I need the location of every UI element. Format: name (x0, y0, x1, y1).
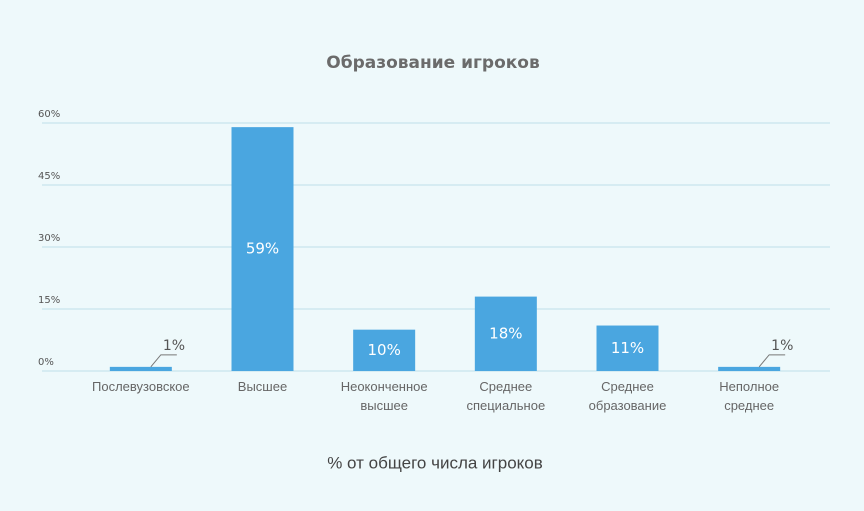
data-label: 1% (771, 338, 793, 354)
data-label: 18% (489, 324, 522, 342)
x-tick-label: Высшее (238, 379, 287, 394)
x-tick-label: Среднее образование (589, 379, 667, 413)
data-label: 10% (367, 341, 400, 359)
data-label: 59% (246, 240, 279, 258)
bar (474, 296, 537, 371)
x-tick-label: Неоконченное высшее (341, 379, 428, 413)
bar (353, 329, 416, 371)
bar (718, 366, 781, 371)
leader-line (758, 354, 786, 368)
data-label: 11% (611, 339, 644, 357)
bar (109, 366, 172, 371)
chart-title: Образование игроков (326, 53, 540, 73)
y-tick-label: 60% (38, 109, 60, 120)
data-label: 1% (163, 338, 185, 354)
x-tick-label: Послевузовское (92, 379, 190, 394)
y-tick-label: 45% (38, 171, 60, 182)
y-tick-label: 15% (38, 295, 60, 306)
x-axis-title: % от общего числа игроков (327, 453, 543, 472)
bar (231, 127, 294, 371)
leader-line (150, 354, 177, 368)
bar (596, 325, 659, 371)
y-tick-label: 0% (38, 357, 54, 368)
x-tick-label: Неполное среднее (719, 379, 779, 413)
y-tick-label: 30% (38, 233, 60, 244)
x-tick-label: Среднее специальное (466, 379, 545, 413)
